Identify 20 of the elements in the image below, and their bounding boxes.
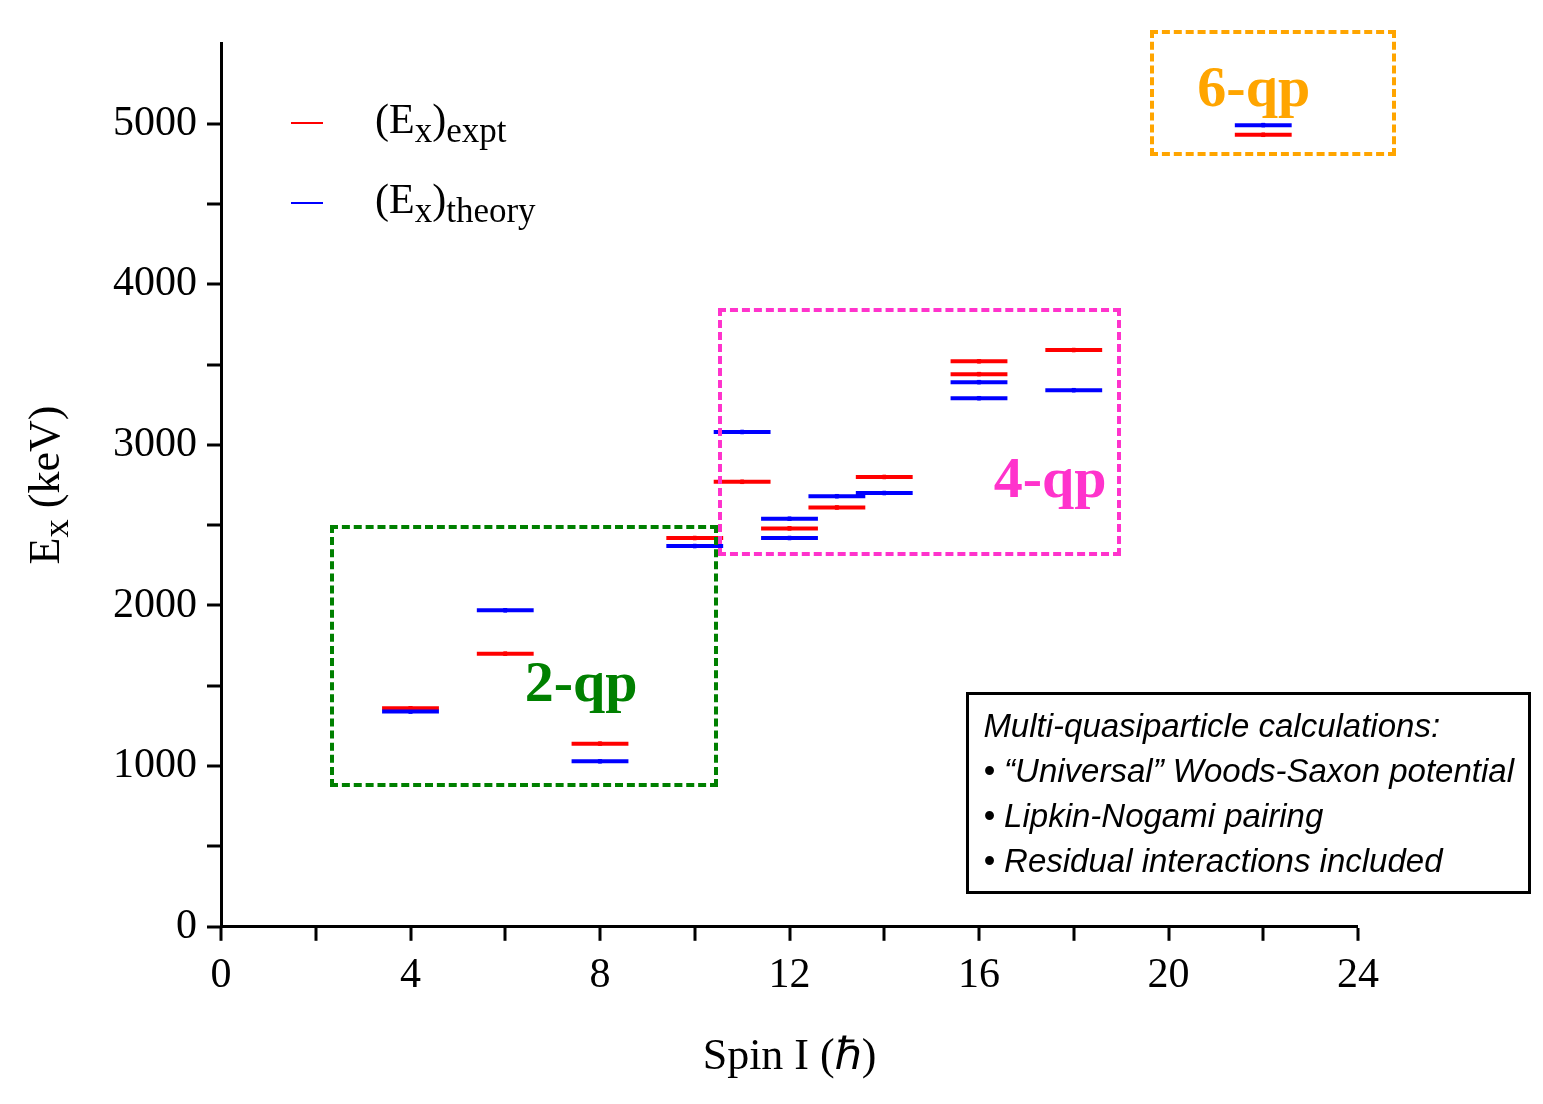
legend-label: (E$_{x}$)$_{expt}$: [375, 95, 507, 152]
annotation: 4-qp: [993, 444, 1107, 510]
y-tick-label: 1000: [113, 740, 197, 787]
x-tick-label: 0: [210, 950, 232, 997]
x-tick-label: 12: [768, 950, 811, 997]
x-tick-label: 24: [1337, 950, 1379, 997]
annotation: Multi-quasiparticle calculations: • “Universal” Woods-Saxon potential • Lipkin-Nogami pairing • Residual interactions included: [966, 692, 1531, 894]
x-tick-label: 20: [1147, 950, 1190, 997]
x-tick-label: 4: [400, 950, 421, 997]
y-tick-label: 2000: [113, 579, 197, 626]
x-tick-label: 16: [958, 950, 1000, 997]
y-tick-label: 4000: [113, 258, 197, 305]
legend-label: (E$_{x}$)$_{theory}$: [375, 175, 536, 232]
x-axis-title: Spin I (ℏ): [702, 1030, 877, 1080]
annotation: 2-qp: [524, 648, 638, 714]
y-tick-label: 5000: [113, 97, 197, 144]
x-tick-label: 8: [589, 950, 611, 997]
y-tick-label: 0: [176, 900, 197, 947]
y-tick-label: 3000: [113, 418, 197, 465]
annotation: 6-qp: [1197, 54, 1311, 120]
